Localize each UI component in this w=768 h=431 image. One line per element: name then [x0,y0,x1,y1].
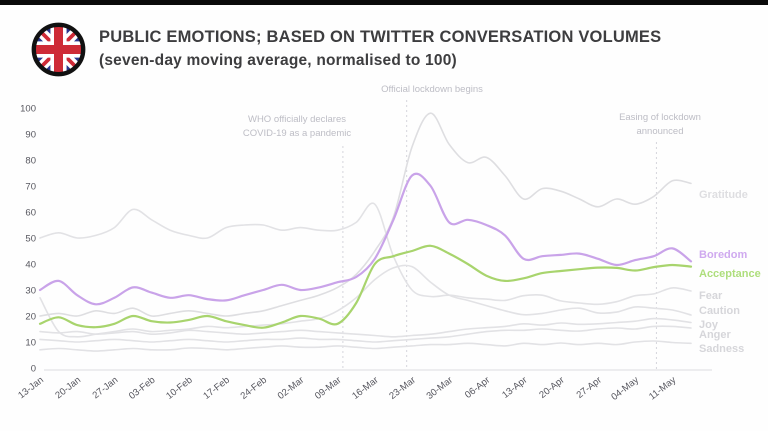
x-tick-label: 11-May [647,375,678,403]
series-label-joy: Joy [699,319,719,331]
x-tick-label: 24-Feb [239,375,269,402]
series-label-anger: Anger [699,329,732,341]
annotation-text-who: WHO officially declares [248,114,346,125]
y-tick-label: 0 [31,364,36,375]
series-line-boredom [38,172,693,306]
y-tick-label: 80 [25,156,36,167]
series-line-joy [39,317,692,338]
annotation-text-lockdown: Official lockdown begins [381,84,483,95]
y-tick-label: 30 [25,286,36,297]
annotation-text-who: COVID-19 as a pandemic [243,128,351,139]
x-tick-label: 30-Mar [425,375,455,402]
series-label-gratitude: Gratitude [699,189,748,201]
y-tick-label: 90 [25,130,36,141]
title-block: PUBLIC EMOTIONS; BASED ON TWITTER CONVER… [99,26,661,72]
annotation-text-easing: Easing of lockdown [619,112,701,123]
series-line-gratitude [39,112,692,317]
y-tick-label: 70 [25,182,36,193]
series-label-sadness: Sadness [699,343,744,355]
annotation-text-easing: announced [636,126,683,137]
x-tick-label: 27-Jan [91,375,121,402]
series-line-acceptance [38,244,693,329]
series-line-caution [39,264,692,338]
x-tick-label: 06-Apr [463,375,492,401]
x-tick-label: 27-Apr [575,375,604,401]
x-tick-label: 13-Jan [16,375,46,402]
x-tick-label: 04-May [609,375,641,403]
series-label-acceptance: Acceptance [699,268,761,280]
chart-title: PUBLIC EMOTIONS; BASED ON TWITTER CONVER… [99,28,662,47]
series-label-caution: Caution [699,305,740,317]
x-tick-label: 13-Apr [500,375,529,401]
series-line-sadness [39,340,692,352]
x-tick-label: 17-Feb [201,375,231,402]
x-tick-label: 02-Mar [276,375,306,402]
y-tick-label: 50 [25,234,36,245]
y-tick-label: 10 [25,338,36,349]
y-tick-label: 100 [20,104,36,115]
uk-flag-icon [31,22,86,77]
x-tick-label: 09-Mar [313,375,343,402]
x-tick-label: 23-Mar [387,375,417,402]
x-tick-label: 16-Mar [350,375,380,402]
chart-header: PUBLIC EMOTIONS; BASED ON TWITTER CONVER… [30,21,661,78]
series-line-fear [39,202,692,306]
chart-subtitle: (seven-day moving average, normalised to… [99,52,457,70]
x-tick-label: 20-Apr [537,375,566,401]
series-label-fear: Fear [699,290,723,302]
x-tick-label: 03-Feb [127,375,157,402]
y-tick-label: 40 [25,260,36,271]
y-tick-label: 20 [25,312,36,323]
top-edge-bar [0,0,768,5]
y-tick-label: 60 [25,208,36,219]
x-tick-label: 10-Feb [164,375,194,402]
series-label-boredom: Boredom [699,249,748,261]
x-tick-label: 20-Jan [53,375,83,402]
series-line-anger [39,325,692,343]
